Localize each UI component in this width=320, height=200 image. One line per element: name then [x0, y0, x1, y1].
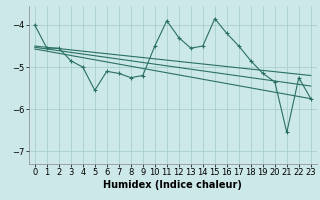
- X-axis label: Humidex (Indice chaleur): Humidex (Indice chaleur): [103, 180, 242, 190]
